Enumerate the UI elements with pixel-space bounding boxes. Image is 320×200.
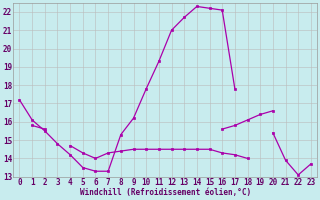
X-axis label: Windchill (Refroidissement éolien,°C): Windchill (Refroidissement éolien,°C) — [80, 188, 251, 197]
